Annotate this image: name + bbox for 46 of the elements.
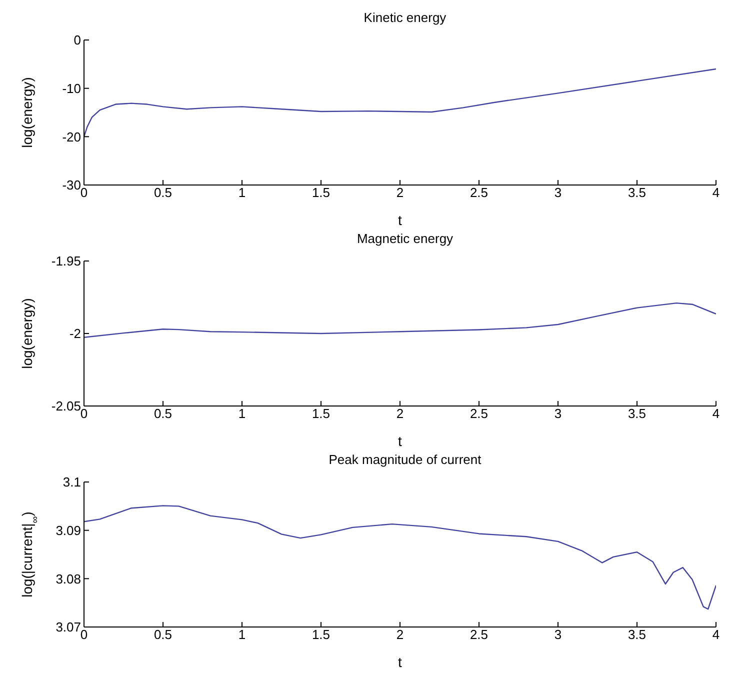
x-tick-label: 3 (554, 406, 562, 422)
y-tick-label: -30 (62, 178, 81, 193)
x-tick-label: 0.5 (154, 185, 172, 200)
x-axis-title: t (398, 654, 402, 670)
y-tick-label: 0 (74, 32, 81, 48)
x-tick-label: 1.5 (312, 406, 330, 422)
y-tick-label: -1.95 (51, 254, 81, 269)
y-tick-label: 3.1 (62, 474, 81, 490)
line-series (84, 302, 716, 338)
x-tick-label: 2 (396, 406, 404, 422)
y-tick-label: -2 (69, 326, 81, 342)
x-tick-label: 1 (238, 406, 246, 422)
x-tick-label: 3.5 (628, 627, 646, 642)
x-tick-label: 2 (396, 185, 404, 200)
x-tick-label: 1 (238, 627, 246, 642)
x-axis-title: t (398, 212, 402, 228)
x-tick-label: 4 (712, 406, 720, 422)
x-tick-label: 4 (712, 627, 720, 642)
x-tick-label: 3.5 (628, 406, 646, 422)
x-tick-label: 1 (238, 185, 246, 200)
x-tick-label: 4 (712, 185, 720, 200)
y-tick-label: -2.05 (51, 398, 81, 414)
x-axis-title: t (398, 433, 402, 449)
x-tick-label: 2.5 (470, 185, 488, 200)
line-series (84, 68, 716, 138)
y-axis-title: log(energy) (19, 77, 35, 148)
x-tick-label: 3.5 (628, 185, 646, 200)
x-tick-label: 1.5 (312, 627, 330, 642)
line-series (84, 505, 716, 610)
x-tick-label: 2 (396, 627, 404, 642)
y-tick-label: -10 (62, 80, 81, 96)
chart-title: Magnetic energy (356, 231, 454, 246)
x-tick-label: 0.5 (154, 627, 172, 642)
chart-title: Kinetic energy (362, 10, 448, 25)
y-tick-label: -20 (62, 129, 81, 144)
x-tick-label: 0.5 (154, 406, 172, 422)
y-tick-label: 3.09 (56, 522, 81, 538)
y-tick-label: 3.07 (56, 620, 81, 635)
x-tick-label: 3 (554, 185, 562, 200)
x-tick-label: 2.5 (470, 627, 488, 642)
chart-title: Peak magnitude of current (328, 452, 482, 467)
x-tick-label: 1.5 (312, 185, 330, 200)
x-tick-label: 2.5 (470, 406, 488, 422)
y-tick-label: 3.08 (56, 571, 81, 586)
y-axis-title: log(energy) (19, 298, 35, 369)
x-tick-label: 3 (554, 627, 562, 642)
